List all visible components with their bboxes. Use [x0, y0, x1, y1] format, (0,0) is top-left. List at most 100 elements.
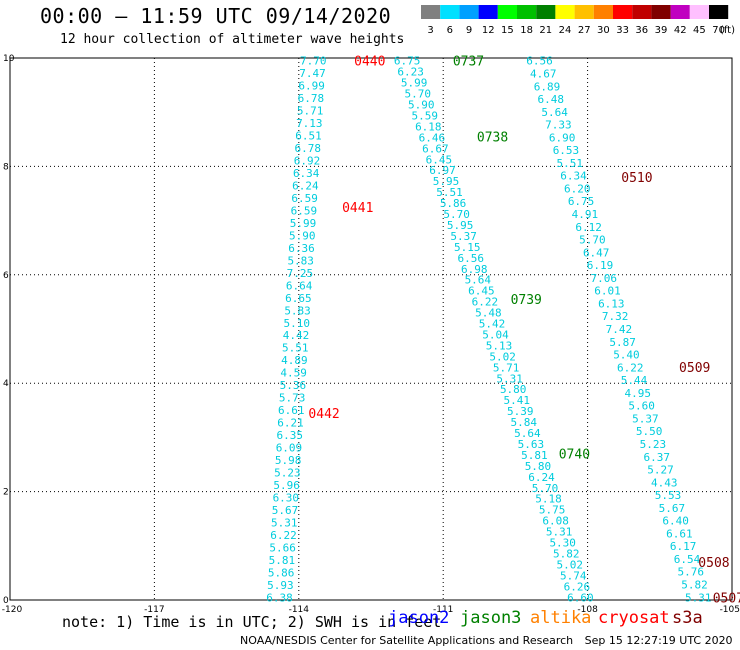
pass-time-label: 0508	[698, 556, 729, 571]
wave-height-value: 6.21	[277, 417, 304, 430]
wave-height-value: 7.25	[287, 267, 314, 280]
x-tick-label: -114	[289, 605, 310, 615]
x-tick-label: -108	[577, 605, 598, 615]
satellite-legend-cryosat: cryosat	[598, 608, 670, 628]
pass-time-label: 0442	[308, 407, 339, 422]
wave-height-value: 5.31	[685, 591, 712, 604]
wave-height-value: 6.56	[526, 55, 553, 68]
wave-height-value: 5.23	[274, 467, 301, 480]
wave-height-value: 6.34	[293, 167, 320, 180]
wave-height-value: 6.22	[617, 361, 644, 374]
color-scale-swatch	[709, 5, 729, 19]
pass-time-label: 0440	[354, 55, 385, 70]
wave-height-value: 6.45	[468, 285, 495, 298]
x-tick-label: -105	[720, 605, 740, 615]
x-tick-label: -117	[144, 605, 164, 615]
wave-height-value: 5.93	[267, 579, 294, 592]
wave-height-value: 5.81	[269, 554, 296, 567]
wave-height-value: 5.66	[269, 541, 296, 554]
pass-time-label: 0740	[559, 448, 590, 463]
wave-height-value: 6.59	[291, 204, 318, 217]
color-scale-label: 33	[616, 25, 629, 36]
color-scale-label: 9	[466, 25, 472, 36]
wave-height-value: 5.63	[518, 438, 545, 451]
wave-height-value: 5.90	[408, 99, 435, 112]
wave-height-value: 6.09	[276, 442, 303, 455]
wave-height-value: 6.51	[295, 130, 322, 143]
wave-height-value: 6.54	[674, 553, 701, 566]
wave-height-value: 6.90	[549, 131, 576, 144]
wave-height-value: 6.64	[286, 279, 313, 292]
color-scale-swatch	[689, 5, 709, 19]
color-scale-label: 3	[427, 25, 433, 36]
wave-height-value: 5.42	[479, 318, 506, 331]
wave-height-value: 4.91	[572, 208, 599, 221]
wave-height-value: 6.61	[666, 527, 693, 540]
wave-height-value: 5.18	[535, 493, 562, 506]
wave-height-value: 5.31	[496, 372, 523, 385]
wave-height-value: 6.47	[583, 246, 610, 259]
wave-height-value: 7.33	[545, 119, 572, 132]
wave-height-value: 6.20	[564, 182, 591, 195]
wave-height-value: 5.64	[465, 274, 492, 287]
wave-height-value: 5.82	[553, 547, 580, 560]
wave-height-value: 5.70	[532, 482, 559, 495]
wave-height-value: 6.13	[598, 297, 625, 310]
color-scale-legend: 3 6 9 12 15 18 21 24 27 30 33 36 39 42 45 70(ft)	[421, 5, 735, 36]
wave-height-value: 6.17	[670, 540, 697, 553]
color-scale-label: 42	[674, 25, 687, 36]
wave-height-value: 5.70	[579, 234, 606, 247]
wave-height-value: 7.06	[591, 272, 618, 285]
wave-height-value: 5.36	[280, 379, 307, 392]
satellite-legend-jason2: jason2	[388, 608, 450, 628]
footer: NOAA/NESDIS Center for Satellite Applica…	[240, 634, 733, 647]
wave-height-value: 6.34	[560, 170, 587, 183]
wave-height-value: 4.43	[651, 476, 678, 489]
footer-timestamp: Sep 15 12:27:19 UTC 2020	[584, 634, 733, 647]
wave-height-value: 5.80	[500, 383, 527, 396]
color-scale-swatch	[632, 5, 652, 19]
color-scale-label: 45	[693, 25, 706, 36]
color-scale-label: 24	[559, 25, 572, 36]
page-subtitle: 12 hour collection of altimeter wave hei…	[60, 32, 405, 47]
wave-height-value: 6.22	[270, 529, 297, 542]
wave-height-value: 5.83	[284, 304, 311, 317]
wave-height-value: 5.30	[549, 537, 576, 550]
wave-height-value: 5.10	[284, 317, 311, 330]
color-scale-label: 30	[597, 25, 610, 36]
wave-height-value: 5.82	[681, 579, 708, 592]
wave-height-value: 6.40	[662, 515, 689, 528]
wave-height-value: 6.08	[542, 515, 569, 528]
wave-height-value: 4.42	[283, 329, 310, 342]
color-scale-swatch	[651, 5, 671, 19]
wave-height-value: 5.86	[268, 566, 295, 579]
wave-height-value: 6.35	[276, 429, 303, 442]
wave-height-value: 5.51	[282, 342, 309, 355]
wave-height-value: 6.56	[458, 252, 485, 265]
wave-height-value: 6.60	[567, 591, 594, 604]
wave-height-value: 5.74	[560, 569, 587, 582]
y-tick-label: 4	[3, 379, 9, 389]
wave-height-value: 5.13	[486, 339, 513, 352]
wave-height-value: 5.53	[655, 489, 682, 502]
color-scale-swatch	[421, 5, 441, 19]
wave-height-value: 6.89	[534, 80, 561, 93]
pass-time-label: 0739	[511, 293, 542, 308]
wave-height-value: 6.65	[285, 292, 312, 305]
wave-height-value: 6.38	[266, 591, 293, 604]
wave-height-value: 5.99	[290, 217, 317, 230]
wave-height-value: 6.37	[643, 451, 670, 464]
wave-height-value: 5.98	[275, 454, 302, 467]
satellite-legend-altika: altika	[530, 608, 592, 628]
color-scale-swatch	[440, 5, 460, 19]
wave-height-value: 6.24	[528, 471, 555, 484]
y-tick-label: 10	[3, 54, 15, 64]
wave-height-value: 6.19	[587, 259, 614, 272]
wave-height-value: 4.67	[530, 67, 557, 80]
wave-height-value: 7.32	[602, 310, 629, 323]
satellite-legend-s3a: s3a	[672, 608, 703, 628]
wave-height-value: 5.64	[514, 427, 541, 440]
color-scale-label: 39	[655, 25, 668, 36]
wave-height-value: 6.30	[273, 491, 300, 504]
wave-height-value: 5.60	[628, 400, 655, 413]
